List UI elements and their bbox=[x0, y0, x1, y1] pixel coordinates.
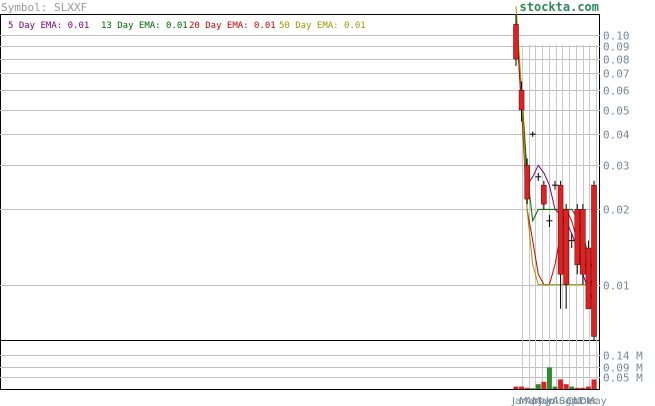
volume-tick-label: 0.09 M bbox=[603, 362, 643, 375]
symbol-label: Symbol: SLXXF bbox=[1, 1, 87, 14]
volume-bar bbox=[591, 379, 597, 389]
candle-body bbox=[591, 184, 597, 337]
candle-body bbox=[518, 89, 525, 111]
volume-bar bbox=[524, 387, 530, 389]
price-tick-label: 0.10 bbox=[603, 30, 630, 43]
x-tick-label: Aug bbox=[552, 396, 572, 406]
chart-frame bbox=[0, 14, 600, 390]
price-tick-label: 0.03 bbox=[603, 160, 630, 173]
price-tick-label: 0.09 bbox=[603, 41, 630, 54]
price-tick-label: 0.08 bbox=[603, 54, 630, 67]
legend-item: 13 Day EMA: 0.01 bbox=[101, 21, 188, 31]
legend-item: 5 Day EMA: 0.01 bbox=[8, 21, 89, 31]
volume-bar bbox=[530, 388, 536, 390]
x-tick-label: Oct bbox=[566, 396, 583, 406]
x-tick-label: Nov bbox=[573, 396, 593, 406]
volume-bar bbox=[541, 381, 547, 389]
volume-bar bbox=[585, 386, 591, 389]
x-tick-label: Jan bbox=[511, 396, 527, 406]
candle-body bbox=[541, 184, 547, 205]
price-tick-label: 0.01 bbox=[603, 280, 630, 293]
volume-bar bbox=[535, 384, 541, 389]
price-tick-label: 0.06 bbox=[603, 85, 630, 98]
volume-bar bbox=[569, 386, 575, 389]
volume-tick-label: 0.14 M bbox=[603, 350, 643, 363]
candle-body bbox=[524, 165, 530, 200]
volume-bar bbox=[574, 387, 580, 389]
price-tick-label: 0.07 bbox=[603, 68, 630, 81]
volume-bar bbox=[580, 387, 586, 389]
price-tick-label: 0.05 bbox=[603, 105, 630, 118]
legend: 5 Day EMA: 0.01 13 Day EMA: 0.01 20 Day EM… bbox=[8, 21, 366, 31]
volume-tick-label: 0.05 M bbox=[603, 372, 643, 385]
x-tick-label: Sep bbox=[559, 396, 578, 406]
brand-logo: stockta.com bbox=[520, 0, 599, 14]
legend-item: 50 Day EMA: 0.01 bbox=[279, 21, 366, 31]
x-tick-label: Apr bbox=[525, 396, 543, 406]
candle-body bbox=[585, 247, 592, 310]
price-tick-label: 0.02 bbox=[603, 204, 630, 217]
candle-body bbox=[563, 209, 569, 285]
x-tick-label: May bbox=[586, 396, 607, 406]
x-tick-label: Dec bbox=[579, 396, 598, 406]
grid bbox=[0, 35, 600, 389]
legend-item: 20 Day EMA: 0.01 bbox=[189, 21, 276, 31]
volume-bar bbox=[552, 386, 558, 389]
volume-bar bbox=[513, 386, 519, 389]
ema50-line bbox=[515, 6, 594, 286]
volume-bar bbox=[558, 379, 564, 389]
x-tick-label: May bbox=[532, 396, 553, 406]
axes: 0.100.090.080.07 0.06 0.05 0.04 0.03 0.02 0.01… bbox=[511, 30, 643, 406]
candle-body bbox=[580, 209, 586, 275]
candle-body bbox=[557, 184, 564, 275]
candle-body bbox=[513, 24, 519, 60]
price-tick-label: 0.04 bbox=[603, 129, 630, 142]
candles bbox=[513, 15, 597, 340]
x-tick-label: Jun bbox=[538, 396, 555, 406]
volume-bar bbox=[546, 367, 552, 389]
candle-body bbox=[574, 209, 581, 266]
x-tick-label: Jul bbox=[545, 396, 558, 406]
volume-bar bbox=[563, 384, 569, 389]
volume-bar bbox=[519, 386, 525, 389]
volume-bars bbox=[513, 367, 597, 390]
x-tick-label: Mar bbox=[519, 396, 539, 406]
